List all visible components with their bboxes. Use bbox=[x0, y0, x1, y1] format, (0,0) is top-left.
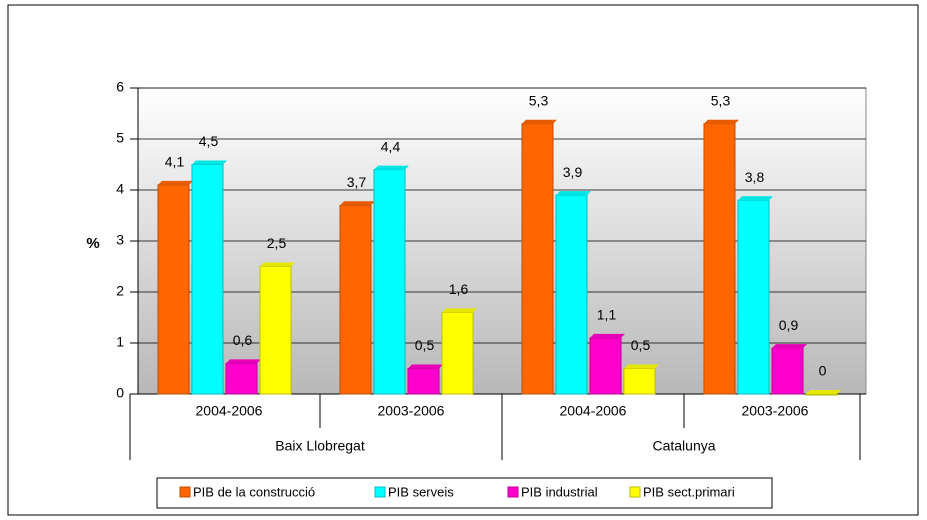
bar bbox=[737, 199, 770, 395]
group-label: Baix Llobregat bbox=[275, 438, 365, 454]
data-label: 3,9 bbox=[563, 164, 583, 180]
bar-top bbox=[738, 196, 773, 201]
bar-top bbox=[374, 165, 409, 170]
y-tick-label: 4 bbox=[116, 181, 124, 197]
bar bbox=[623, 368, 656, 395]
data-label: 0,9 bbox=[779, 317, 799, 333]
bar bbox=[703, 123, 736, 395]
legend-swatch bbox=[374, 486, 386, 498]
bar-top bbox=[158, 180, 193, 185]
bar-top bbox=[704, 119, 739, 124]
bar bbox=[157, 184, 190, 395]
data-label: 3,7 bbox=[347, 174, 367, 190]
data-label: 5,3 bbox=[711, 92, 731, 108]
bar-top bbox=[806, 390, 841, 394]
bar-top bbox=[772, 344, 807, 349]
bar bbox=[373, 169, 406, 395]
bar bbox=[521, 123, 554, 395]
legend-swatch bbox=[507, 486, 519, 498]
bar bbox=[589, 337, 622, 395]
bar-top bbox=[226, 359, 261, 364]
data-label: 2,5 bbox=[267, 235, 287, 251]
data-label: 1,1 bbox=[597, 307, 617, 323]
bar-top bbox=[624, 364, 659, 369]
group-label: Catalunya bbox=[652, 438, 715, 454]
bar-top bbox=[590, 333, 625, 338]
legend-label: PIB sect.primari bbox=[643, 484, 735, 499]
bar-top bbox=[442, 308, 477, 313]
x-tick-label: 2004-2006 bbox=[560, 403, 627, 419]
data-label: 0 bbox=[819, 363, 827, 379]
legend-swatch bbox=[629, 486, 641, 498]
bar bbox=[339, 204, 372, 395]
bar bbox=[771, 347, 804, 395]
legend bbox=[156, 477, 773, 509]
bar-top bbox=[522, 119, 557, 124]
data-label: 3,8 bbox=[745, 169, 765, 185]
y-tick-label: 1 bbox=[116, 334, 124, 350]
bar-top bbox=[340, 201, 375, 206]
x-tick-label: 2003-2006 bbox=[742, 403, 809, 419]
bar bbox=[805, 393, 838, 396]
y-axis-label: % bbox=[86, 235, 99, 252]
data-label: 0,5 bbox=[631, 337, 651, 353]
y-tick-label: 2 bbox=[116, 283, 124, 299]
bar-top bbox=[556, 191, 591, 196]
data-label: 1,6 bbox=[449, 281, 469, 297]
bar-top bbox=[192, 160, 227, 165]
x-tick-label: 2004-2006 bbox=[196, 403, 263, 419]
legend-label: PIB de la construcció bbox=[193, 484, 315, 499]
bar bbox=[225, 362, 258, 395]
data-label: 4,1 bbox=[165, 154, 185, 170]
legend-label: PIB industrial bbox=[521, 484, 598, 499]
y-tick-label: 6 bbox=[116, 79, 124, 95]
data-label: 0,5 bbox=[415, 337, 435, 353]
y-tick-label: 3 bbox=[116, 232, 124, 248]
x-tick-label: 2003-2006 bbox=[378, 403, 445, 419]
bar bbox=[407, 368, 440, 395]
bar bbox=[555, 194, 588, 395]
legend-swatch bbox=[179, 486, 191, 498]
bar-top bbox=[408, 364, 443, 369]
legend-label: PIB serveis bbox=[388, 484, 454, 499]
y-tick-label: 0 bbox=[116, 385, 124, 401]
data-label: 0,6 bbox=[233, 332, 253, 348]
data-label: 5,3 bbox=[529, 92, 549, 108]
data-label: 4,4 bbox=[381, 138, 401, 154]
bar bbox=[441, 311, 474, 395]
bar bbox=[191, 164, 224, 395]
y-tick-label: 5 bbox=[116, 130, 124, 146]
bar bbox=[259, 266, 292, 395]
bar-top bbox=[260, 262, 295, 267]
data-label: 4,5 bbox=[199, 133, 219, 149]
